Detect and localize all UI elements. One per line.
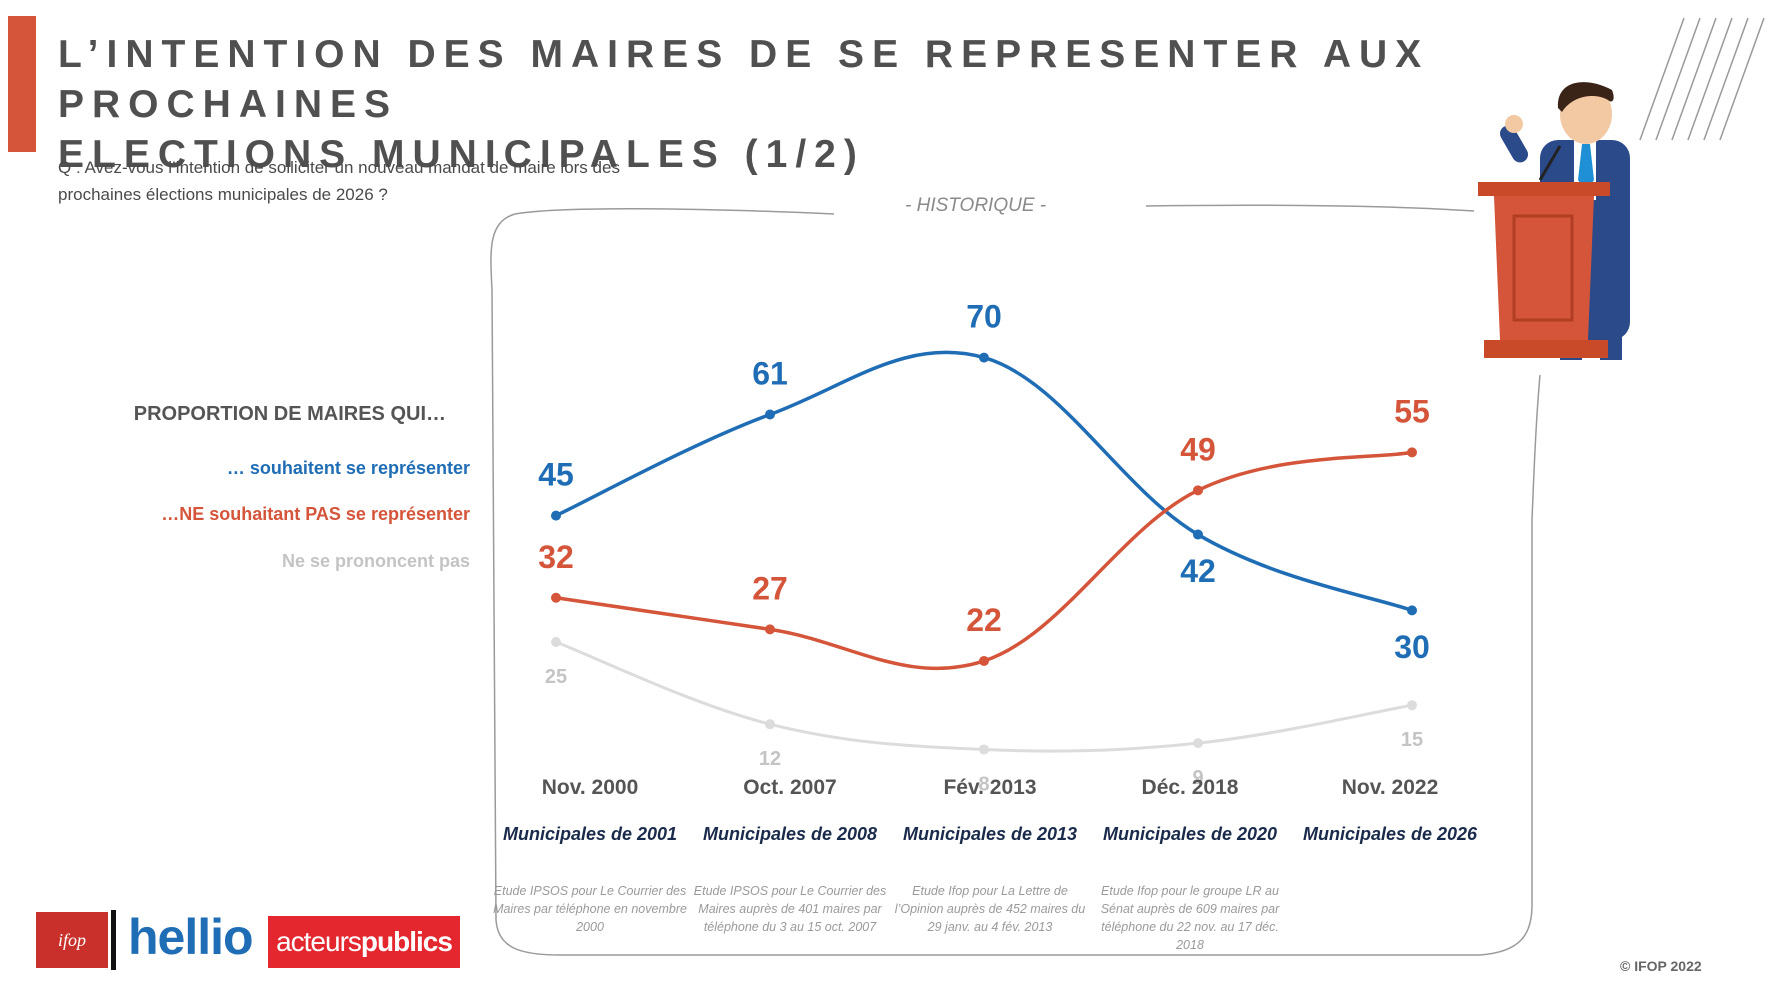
data-label: 49 xyxy=(1180,431,1216,467)
data-label: 8 xyxy=(978,773,989,795)
hellio-logo: hellio xyxy=(128,909,254,965)
data-label: 32 xyxy=(538,539,574,575)
decor-hatch-lines xyxy=(1639,17,1765,141)
page-title: L’INTENTION DES MAIRES DE SE REPRESENTER… xyxy=(58,30,1786,180)
data-label: 61 xyxy=(752,355,788,391)
period-election: Municipales de 2020 xyxy=(1102,824,1278,844)
period-election: Municipales de 2001 xyxy=(502,824,678,844)
category-label: Fév. 2013 xyxy=(943,776,1037,799)
period-election: Municipales de 2008 xyxy=(702,824,878,844)
hatch-line xyxy=(1639,17,1685,141)
title-accent-bar xyxy=(8,16,36,152)
hatch-line xyxy=(1671,17,1717,141)
series-line-0 xyxy=(555,350,1413,613)
data-label: 9 xyxy=(1192,767,1203,789)
category-label: Oct. 2007 xyxy=(743,776,837,799)
speaker-hand xyxy=(1505,115,1523,133)
data-point xyxy=(551,510,561,521)
data-label: 22 xyxy=(966,602,1002,638)
data-point xyxy=(765,719,775,730)
category-label: Déc. 2018 xyxy=(1141,776,1239,799)
data-label: 55 xyxy=(1394,393,1430,429)
podium-top xyxy=(1478,182,1610,196)
logo-separator xyxy=(111,910,116,970)
speaker-podium-illustration xyxy=(1478,82,1630,360)
page-title-line-1: L’INTENTION DES MAIRES DE SE REPRESENTER… xyxy=(58,33,1430,126)
ifop-logo: ifop xyxy=(36,912,108,968)
acteurs-publics-logo-bold: publics xyxy=(360,926,453,957)
copyright: © IFOP 2022 xyxy=(1620,958,1702,974)
survey-question: Q : Avez-vous l’intention de solliciter … xyxy=(58,158,620,204)
speaker-tie xyxy=(1578,144,1594,192)
category-label: Nov. 2000 xyxy=(541,776,639,799)
podium-body xyxy=(1494,196,1594,340)
chart-frame-top-right xyxy=(1145,204,1475,212)
data-point xyxy=(979,655,989,666)
data-point xyxy=(1193,529,1203,540)
data-label: 25 xyxy=(545,666,567,688)
period-source: Etude IPSOS pour Le Courrier des Maires … xyxy=(493,884,687,934)
data-label: 45 xyxy=(538,457,574,493)
data-point xyxy=(1407,605,1417,616)
category-label: Nov. 2022 xyxy=(1341,776,1439,799)
legend-title: PROPORTION DE MAIRES QUI… xyxy=(133,403,446,425)
period-source: Etude Ifop pour le groupe LR au Sénat au… xyxy=(1100,884,1280,952)
period-source: Etude Ifop pour La Lettre de l’Opinion a… xyxy=(894,884,1086,934)
data-label: 12 xyxy=(759,748,781,770)
speaker-arm xyxy=(1500,125,1528,163)
data-point xyxy=(979,352,989,363)
period-election: Municipales de 2026 xyxy=(1302,824,1478,844)
data-point xyxy=(1407,447,1417,458)
hatch-line xyxy=(1719,17,1765,141)
data-label: 15 xyxy=(1401,729,1423,751)
podium-base xyxy=(1484,340,1608,358)
data-point xyxy=(551,592,561,603)
speaker-hair xyxy=(1557,82,1614,112)
data-point xyxy=(1193,738,1203,749)
data-label: 70 xyxy=(966,299,1002,335)
page-title-line-2: ELECTIONS MUNICIPALES (1/2) xyxy=(58,133,865,176)
hatch-line xyxy=(1687,17,1733,141)
period-source: Etude IPSOS pour Le Courrier des Maires … xyxy=(693,884,887,934)
data-point xyxy=(551,637,561,647)
legend-item-not-rerun: …NE souhaitant PAS se représenter xyxy=(161,504,470,524)
data-label: 42 xyxy=(1180,553,1216,589)
acteurs-publics-logo: acteurs publics xyxy=(268,916,460,968)
acteurs-publics-logo-light: acteurs xyxy=(276,926,362,957)
data-point xyxy=(765,624,775,635)
data-point xyxy=(979,744,989,755)
data-label: 27 xyxy=(752,570,788,606)
chart-frame xyxy=(490,207,1541,956)
data-point xyxy=(765,409,775,420)
podium-panel xyxy=(1512,214,1574,322)
data-point xyxy=(1193,485,1203,496)
data-label: 30 xyxy=(1394,629,1430,665)
hatch-line xyxy=(1703,17,1749,141)
hatch-line xyxy=(1655,17,1701,141)
historique-label: - HISTORIQUE - xyxy=(905,195,1047,216)
legend-item-undecided: Ne se prononcent pas xyxy=(281,551,470,571)
period-election: Municipales de 2013 xyxy=(902,824,1078,844)
legend-item-want-rerun: … souhaitent se représenter xyxy=(226,458,470,478)
microphone-stand xyxy=(1538,145,1562,181)
data-point xyxy=(1407,700,1417,711)
